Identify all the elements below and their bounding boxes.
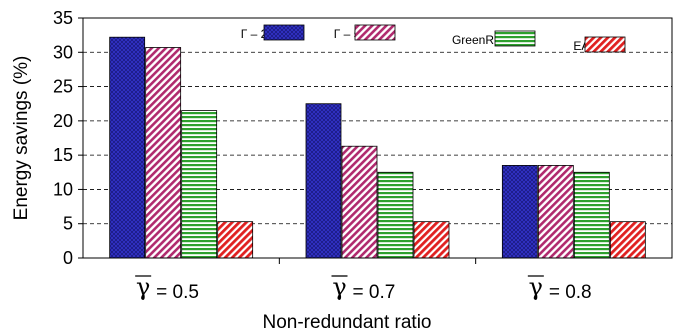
bar-2-cat1 bbox=[109, 36, 146, 259]
category-value: = 0.5 bbox=[156, 282, 199, 303]
bar-ear-cat1 bbox=[217, 221, 254, 259]
legend-item-2: Γ – 5% bbox=[334, 24, 396, 41]
bar-5-cat3 bbox=[537, 165, 574, 259]
legend-swatch bbox=[584, 36, 626, 53]
y-axis-label: Energy savings (%) bbox=[11, 56, 32, 221]
legend-item-4: EAR bbox=[573, 36, 626, 53]
bars bbox=[109, 36, 646, 259]
category-label-3: γ = 0.8 bbox=[527, 273, 592, 303]
bar-2-cat3 bbox=[501, 165, 538, 259]
y-tick-label: 35 bbox=[53, 8, 73, 28]
y-tick-label: 15 bbox=[53, 145, 73, 165]
legend-swatch bbox=[354, 24, 396, 41]
y-tick-label: 20 bbox=[53, 111, 73, 131]
y-tick-label: 0 bbox=[63, 248, 73, 268]
legend-swatch bbox=[263, 24, 305, 41]
category-label-1: γ = 0.5 bbox=[135, 273, 199, 303]
category-label-2: γ = 0.7 bbox=[331, 273, 396, 303]
axes bbox=[78, 17, 673, 264]
gamma-symbol: γ bbox=[332, 273, 346, 301]
y-tick-label: 10 bbox=[53, 179, 73, 199]
bar-greenre-cat3 bbox=[573, 171, 610, 259]
bar-greenre-cat1 bbox=[181, 110, 218, 259]
y-tick-labels: 0 5 10 15 20 25 30 35 bbox=[53, 8, 73, 268]
plot-frame bbox=[82, 17, 673, 259]
x-axis-label: Non-redundant ratio bbox=[263, 312, 432, 333]
legend: Γ – 2% Γ – 5% GreenRE EAR bbox=[241, 24, 626, 53]
y-tick-label: 25 bbox=[53, 77, 73, 97]
bar-ear-cat3 bbox=[609, 221, 646, 259]
gamma-symbol: γ bbox=[529, 273, 543, 301]
gamma-symbol: γ bbox=[136, 273, 150, 301]
bar-2-cat2 bbox=[305, 103, 342, 259]
bar-5-cat1 bbox=[145, 47, 182, 259]
category-value: = 0.8 bbox=[549, 282, 592, 303]
bar-ear-cat2 bbox=[413, 221, 450, 259]
legend-swatch bbox=[494, 30, 536, 47]
bar-5-cat2 bbox=[341, 145, 378, 259]
gridlines bbox=[83, 51, 672, 225]
y-tick-label: 5 bbox=[63, 214, 73, 234]
category-labels: γ = 0.5 γ = 0.7 γ = 0.8 bbox=[135, 273, 592, 303]
category-value: = 0.7 bbox=[353, 282, 396, 303]
legend-item-1: Γ – 2% bbox=[241, 24, 305, 41]
legend-label: GreenRE bbox=[452, 33, 502, 47]
bar-greenre-cat2 bbox=[377, 171, 414, 259]
legend-item-3: GreenRE bbox=[452, 30, 536, 47]
y-tick-label: 30 bbox=[53, 42, 73, 62]
